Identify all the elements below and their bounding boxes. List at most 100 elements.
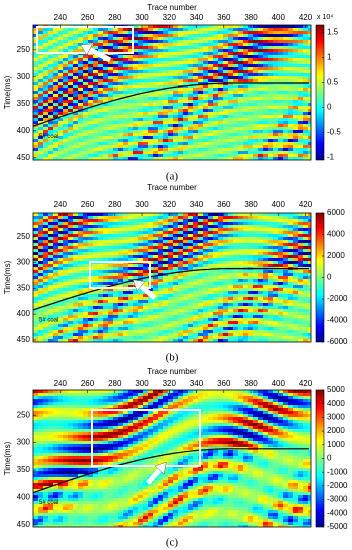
texture-cell xyxy=(238,25,243,28)
texture-cell xyxy=(173,73,178,76)
texture-cell xyxy=(153,124,158,127)
texture-cell xyxy=(43,228,48,231)
texture-cell xyxy=(208,294,213,297)
texture-cell xyxy=(173,228,178,231)
texture-cell xyxy=(193,52,198,55)
texture-cell xyxy=(143,318,148,321)
x-axis-title: Trace number xyxy=(147,183,197,192)
texture-cell xyxy=(173,219,178,222)
texture-cell xyxy=(78,115,83,118)
texture-cell xyxy=(303,73,308,76)
texture-cell xyxy=(223,61,228,64)
texture-cell xyxy=(93,237,98,240)
texture-cell xyxy=(178,82,183,85)
texture-cell xyxy=(183,154,188,157)
texture-cell xyxy=(33,133,38,136)
texture-cell xyxy=(48,43,53,46)
texture-cell xyxy=(163,34,168,37)
texture-cell xyxy=(233,225,238,228)
texture-cell xyxy=(183,252,188,255)
texture-cell xyxy=(283,273,288,276)
texture-cell xyxy=(158,85,163,88)
texture-cell xyxy=(203,130,208,133)
texture-cell xyxy=(173,231,178,234)
texture-cell xyxy=(178,294,183,297)
texture-cell xyxy=(48,336,53,339)
texture-cell xyxy=(138,109,143,112)
texture-cell xyxy=(258,124,263,127)
texture-cell xyxy=(203,294,208,297)
texture-cell xyxy=(288,288,293,291)
texture-cell xyxy=(58,61,63,64)
texture-cell xyxy=(188,52,193,55)
texture-cell xyxy=(213,231,218,234)
texture-cell xyxy=(293,279,298,282)
texture-cell xyxy=(153,261,158,264)
texture-cell xyxy=(68,49,73,52)
texture-cell xyxy=(118,79,123,82)
texture-cell xyxy=(98,133,103,136)
texture-cell xyxy=(268,294,273,297)
texture-cell xyxy=(288,112,293,115)
texture-cell xyxy=(253,130,258,133)
texture-cell xyxy=(273,333,278,336)
texture-cell xyxy=(63,240,68,243)
texture-cell xyxy=(238,61,243,64)
texture-cell xyxy=(108,118,113,121)
texture-cell xyxy=(178,145,183,148)
texture-cell xyxy=(173,40,178,43)
texture-cell xyxy=(303,306,308,309)
texture-cell xyxy=(148,34,153,37)
texture-cell xyxy=(238,67,243,70)
texture-cell xyxy=(233,228,238,231)
texture-cell xyxy=(63,267,68,270)
texture-cell xyxy=(238,124,243,127)
texture-cell xyxy=(68,118,73,121)
texture-cell xyxy=(218,333,223,336)
texture-cell xyxy=(168,79,173,82)
texture-cell xyxy=(193,330,198,333)
texture-cell xyxy=(258,279,263,282)
texture-cell xyxy=(93,151,98,154)
texture-cell xyxy=(33,276,38,279)
texture-cell xyxy=(298,76,303,79)
texture-cell xyxy=(248,88,253,91)
texture-cell xyxy=(208,336,213,339)
texture-cell xyxy=(248,124,253,127)
texture-cell xyxy=(178,52,183,55)
texture-cell xyxy=(118,315,123,318)
texture-cell xyxy=(223,216,228,219)
texture-cell xyxy=(243,336,248,339)
texture-cell xyxy=(298,321,303,324)
texture-cell xyxy=(208,112,213,115)
texture-cell xyxy=(33,249,38,252)
texture-cell xyxy=(43,37,48,40)
texture-cell xyxy=(148,124,153,127)
texture-cell xyxy=(293,130,298,133)
texture-cell xyxy=(58,279,63,282)
texture-cell xyxy=(223,306,228,309)
texture-cell xyxy=(153,288,158,291)
texture-cell xyxy=(83,148,88,151)
texture-cell xyxy=(158,321,163,324)
texture-cell xyxy=(278,228,283,231)
texture-cell xyxy=(68,43,73,46)
texture-cell xyxy=(33,73,38,76)
texture-cell xyxy=(63,282,68,285)
texture-cell xyxy=(218,336,223,339)
texture-cell xyxy=(183,130,188,133)
texture-cell xyxy=(123,37,128,40)
texture-cell xyxy=(68,321,73,324)
texture-cell xyxy=(253,52,258,55)
texture-cell xyxy=(298,151,303,154)
texture-cell xyxy=(213,127,218,130)
texture-cell xyxy=(278,234,283,237)
texture-cell xyxy=(228,46,233,49)
texture-cell xyxy=(103,148,108,151)
texture-cell xyxy=(83,76,88,79)
texture-cell xyxy=(63,258,68,261)
texture-cell xyxy=(173,312,178,315)
texture-cell xyxy=(93,327,98,330)
texture-cell xyxy=(98,142,103,145)
texture-cell xyxy=(243,133,248,136)
